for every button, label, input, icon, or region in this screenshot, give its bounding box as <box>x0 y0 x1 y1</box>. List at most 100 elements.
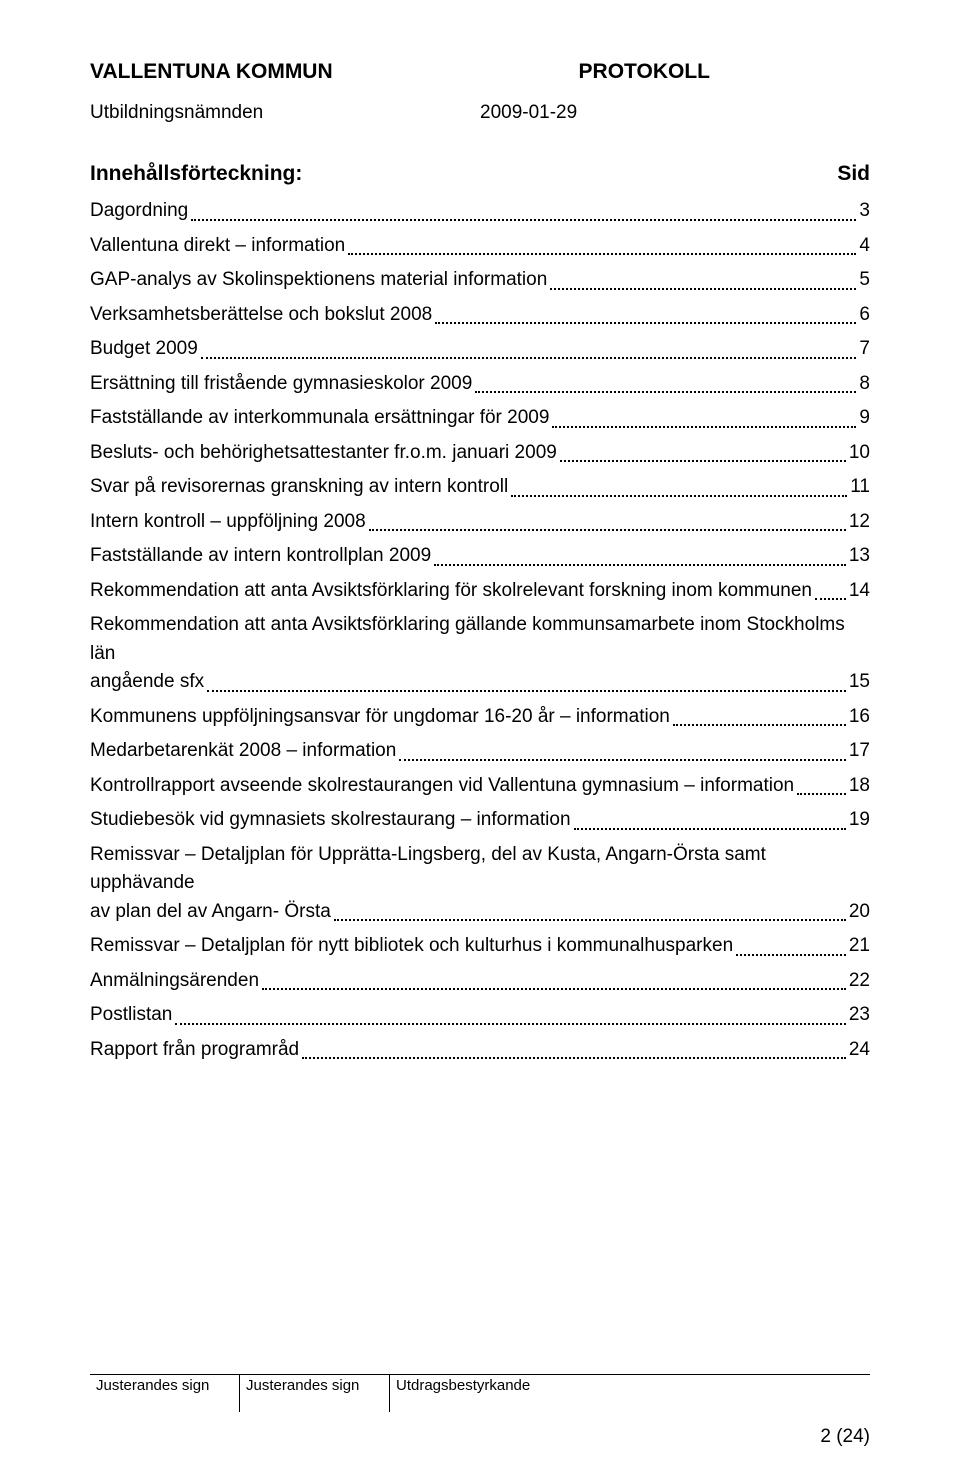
toc-leader-dots <box>797 793 846 795</box>
toc-entry: Kontrollrapport avseende skolrestaurange… <box>90 772 870 801</box>
toc-page: 4 <box>859 232 870 261</box>
toc-entry: Kommunens uppföljningsansvar för ungdoma… <box>90 703 870 732</box>
toc-page: 24 <box>849 1036 870 1065</box>
toc-page: 3 <box>859 197 870 226</box>
toc-page: 18 <box>849 772 870 801</box>
toc-entry: Intern kontroll – uppföljning 2008 12 <box>90 508 870 537</box>
toc-entry-line1: Rekommendation att anta Avsiktsförklarin… <box>90 611 870 668</box>
toc-leader-dots <box>560 460 846 462</box>
document-date: 2009-01-29 <box>480 102 870 124</box>
toc-label: angående sfx <box>90 668 204 697</box>
toc-leader-dots <box>302 1057 846 1059</box>
toc-label: Vallentuna direkt – information <box>90 232 345 261</box>
toc-entry: Rekommendation att anta Avsiktsförklarin… <box>90 611 870 697</box>
toc-label: av plan del av Angarn- Örsta <box>90 898 331 927</box>
toc-heading-row: Innehållsförteckning: Sid <box>90 162 870 186</box>
committee-name: Utbildningsnämnden <box>90 102 480 124</box>
toc-leader-dots <box>369 529 846 531</box>
page-number: 2 (24) <box>820 1426 870 1448</box>
toc-entry-line1: Remissvar – Detaljplan för Upprätta-Ling… <box>90 841 870 898</box>
footer-sign-1: Justerandes sign <box>90 1375 240 1412</box>
toc-entry: Fastställande av interkommunala ersättni… <box>90 404 870 433</box>
toc-entry: Svar på revisorernas granskning av inter… <box>90 473 870 502</box>
toc-leader-dots <box>475 391 856 393</box>
toc-page: 23 <box>849 1001 870 1030</box>
toc-label: Verksamhetsberättelse och bokslut 2008 <box>90 301 432 330</box>
toc-page: 10 <box>849 439 870 468</box>
toc-label: Dagordning <box>90 197 188 226</box>
toc-entry: Postlistan 23 <box>90 1001 870 1030</box>
document-header: VALLENTUNA KOMMUN PROTOKOLL <box>90 60 870 84</box>
toc-label: Postlistan <box>90 1001 172 1030</box>
doc-type: PROTOKOLL <box>579 60 710 84</box>
toc-entry-line2: angående sfx 15 <box>90 668 870 697</box>
org-name: VALLENTUNA KOMMUN <box>90 60 333 84</box>
toc-label: Rekommendation att anta Avsiktsförklarin… <box>90 577 812 606</box>
toc-label: Ersättning till fristående gymnasieskolo… <box>90 370 472 399</box>
toc-page: 22 <box>849 967 870 996</box>
toc-page: 5 <box>859 266 870 295</box>
toc-entry: Vallentuna direkt – information 4 <box>90 232 870 261</box>
toc-page: 14 <box>849 577 870 606</box>
toc-page: 11 <box>850 473 870 502</box>
toc-entry: Rekommendation att anta Avsiktsförklarin… <box>90 577 870 606</box>
toc-entry: Remissvar – Detaljplan för nytt bibliote… <box>90 932 870 961</box>
toc-entry: Besluts- och behörighetsattestanter fr.o… <box>90 439 870 468</box>
toc-entry: GAP-analys av Skolinspektionens material… <box>90 266 870 295</box>
toc-entry: Ersättning till fristående gymnasieskolo… <box>90 370 870 399</box>
toc-entry: Studiebesök vid gymnasiets skolrestauran… <box>90 806 870 835</box>
toc-title: Innehållsförteckning: <box>90 162 302 186</box>
toc-leader-dots <box>191 219 856 221</box>
toc-entry: Dagordning 3 <box>90 197 870 226</box>
toc-leader-dots <box>175 1023 845 1025</box>
toc-label: Fastställande av interkommunala ersättni… <box>90 404 549 433</box>
toc-label: Rapport från programråd <box>90 1036 299 1065</box>
toc-leader-dots <box>334 919 846 921</box>
toc-leader-dots <box>207 690 846 692</box>
toc-entry: Rapport från programråd 24 <box>90 1036 870 1065</box>
toc-leader-dots <box>511 495 847 497</box>
toc-label: Anmälningsärenden <box>90 967 259 996</box>
toc-entry: Budget 20097 <box>90 335 870 364</box>
toc-page-label: Sid <box>837 162 870 186</box>
toc-entry: Fastställande av intern kontrollplan 200… <box>90 542 870 571</box>
toc-label: Kommunens uppföljningsansvar för ungdoma… <box>90 703 670 732</box>
toc-entry: Verksamhetsberättelse och bokslut 2008 6 <box>90 301 870 330</box>
toc-page: 20 <box>849 898 870 927</box>
toc-leader-dots <box>673 724 846 726</box>
toc-page: 15 <box>849 668 870 697</box>
toc-page: 6 <box>859 301 870 330</box>
toc-label: Medarbetarenkät 2008 – information <box>90 737 396 766</box>
toc-entry-line2: av plan del av Angarn- Örsta 20 <box>90 898 870 927</box>
toc-leader-dots <box>736 954 846 956</box>
footer-attest: Utdragsbestyrkande <box>390 1375 870 1412</box>
toc-page: 9 <box>859 404 870 433</box>
toc-label: Intern kontroll – uppföljning 2008 <box>90 508 366 537</box>
toc-entry: Remissvar – Detaljplan för Upprätta-Ling… <box>90 841 870 927</box>
toc-leader-dots <box>550 288 856 290</box>
toc-page: 8 <box>859 370 870 399</box>
toc-page: 13 <box>849 542 870 571</box>
toc-page: 19 <box>849 806 870 835</box>
toc-label: Studiebesök vid gymnasiets skolrestauran… <box>90 806 571 835</box>
footer-sign-2: Justerandes sign <box>240 1375 390 1412</box>
toc-label: Fastställande av intern kontrollplan 200… <box>90 542 431 571</box>
toc-page: 12 <box>849 508 870 537</box>
toc-label: GAP-analys av Skolinspektionens material… <box>90 266 547 295</box>
toc-page: 16 <box>849 703 870 732</box>
toc-page: 7 <box>859 335 870 364</box>
toc-entry: Anmälningsärenden 22 <box>90 967 870 996</box>
toc-leader-dots <box>348 253 856 255</box>
toc-page: 17 <box>849 737 870 766</box>
toc-list: Dagordning 3 Vallentuna direkt – informati… <box>90 197 870 1064</box>
document-subheader: Utbildningsnämnden 2009-01-29 <box>90 102 870 124</box>
toc-leader-dots <box>552 426 856 428</box>
toc-leader-dots <box>435 322 856 324</box>
toc-label: Besluts- och behörighetsattestanter fr.o… <box>90 439 557 468</box>
toc-label: Remissvar – Detaljplan för nytt bibliote… <box>90 932 733 961</box>
toc-leader-dots <box>399 759 846 761</box>
toc-leader-dots <box>434 564 846 566</box>
toc-leader-dots <box>574 828 846 830</box>
toc-leader-dots <box>262 988 846 990</box>
toc-leader-dots <box>201 357 857 359</box>
